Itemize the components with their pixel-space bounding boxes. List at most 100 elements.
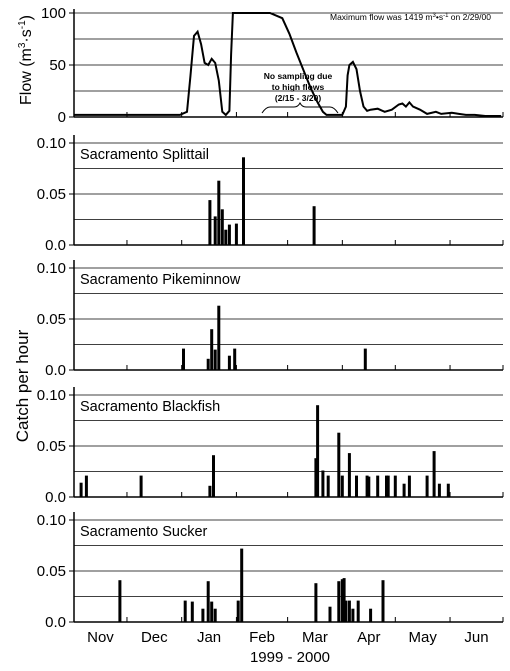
blackfish-bar-7 bbox=[321, 470, 325, 497]
sucker-bar-10 bbox=[328, 606, 332, 622]
blackfish-bar-4 bbox=[212, 455, 215, 497]
sucker-panel: Sacramento Sucker 0.0 0.05 0.10 bbox=[37, 512, 504, 631]
pikeminnow-bar-2 bbox=[210, 329, 214, 370]
blackfish-title-bg bbox=[77, 397, 263, 415]
sucker-bar-12 bbox=[340, 579, 344, 622]
splittail-bar-4 bbox=[224, 229, 228, 245]
month-label-jan: Jan bbox=[197, 629, 221, 646]
month-label-jun: Jun bbox=[464, 629, 488, 646]
max-flow-prefix: Maximum flow was 1419 m bbox=[330, 12, 433, 22]
pikeminnow-y-tick-label-1: 0.05 bbox=[37, 311, 66, 328]
splittail-y-tick-label-2: 0.10 bbox=[37, 135, 66, 152]
blackfish-y-tick-label-1: 0.05 bbox=[37, 438, 66, 455]
blackfish-bar-9 bbox=[337, 432, 341, 497]
splittail-bar-6 bbox=[234, 223, 238, 245]
flow-y-tick-label-1: 50 bbox=[49, 57, 66, 74]
sucker-bar-9 bbox=[314, 583, 318, 622]
pikeminnow-y-tick-label-0: 0.0 bbox=[45, 362, 66, 379]
max-flow-mid: •s bbox=[436, 12, 443, 22]
pikeminnow-bar-7 bbox=[363, 348, 367, 370]
sucker-bar-19 bbox=[381, 580, 385, 622]
pikeminnow-bar-4 bbox=[217, 305, 221, 370]
sucker-bar-2 bbox=[190, 601, 194, 622]
blackfish-bar-18 bbox=[393, 475, 397, 497]
splittail-bar-1 bbox=[213, 216, 217, 245]
flow-ylabel-end: ) bbox=[18, 15, 35, 20]
blackfish-bar-20 bbox=[407, 475, 411, 497]
blackfish-y-tick-label-0: 0.0 bbox=[45, 489, 66, 506]
flow-ylabel-main: Flow (m bbox=[18, 48, 35, 105]
blackfish-bar-12 bbox=[355, 475, 358, 497]
sucker-bar-11 bbox=[337, 581, 341, 622]
blackfish-bar-3 bbox=[208, 485, 212, 497]
month-label-apr: Apr bbox=[357, 629, 380, 646]
splittail-bar-3 bbox=[220, 209, 224, 245]
blackfish-bar-21 bbox=[425, 475, 429, 497]
sucker-bar-13 bbox=[342, 578, 346, 622]
sucker-bar-6 bbox=[213, 608, 217, 622]
sucker-bar-14 bbox=[344, 600, 348, 622]
blackfish-bar-19 bbox=[402, 483, 406, 497]
sucker-bar-8 bbox=[240, 548, 244, 622]
splittail-title-bg bbox=[77, 145, 263, 163]
max-flow-annotation: Maximum flow was 1419 m3•s-1 on 2/29/00 bbox=[330, 12, 491, 22]
x-axis-label: 1999 - 2000 bbox=[250, 649, 330, 666]
flow-y-tick-label-2: 100 bbox=[41, 5, 66, 22]
splittail-bar-5 bbox=[227, 224, 231, 245]
month-label-dec: Dec bbox=[141, 629, 168, 646]
no-sampling-line-2: to high flows bbox=[272, 82, 325, 92]
blackfish-bar-14 bbox=[367, 476, 371, 497]
splittail-bar-7 bbox=[242, 157, 245, 245]
no-sampling-bracket bbox=[261, 101, 339, 114]
sucker-bar-0 bbox=[118, 580, 122, 622]
no-sampling-annotation: No sampling due to high flows (2/15 - 3/… bbox=[261, 71, 339, 114]
blackfish-bar-22 bbox=[432, 451, 436, 497]
sucker-y-tick-label-2: 0.10 bbox=[37, 512, 66, 529]
splittail-bar-8 bbox=[312, 206, 316, 245]
no-sampling-line-3: (2/15 - 3/20) bbox=[275, 93, 321, 103]
blackfish-bar-10 bbox=[340, 475, 344, 497]
sucker-bar-4 bbox=[206, 581, 210, 622]
blackfish-bar-2 bbox=[139, 475, 143, 497]
flow-series-line bbox=[74, 12, 502, 117]
blackfish-bar-1 bbox=[84, 475, 88, 497]
pikeminnow-y-tick-label-2: 0.10 bbox=[37, 260, 66, 277]
splittail-title: Sacramento Splittail bbox=[80, 147, 209, 163]
blackfish-bar-6 bbox=[316, 405, 320, 497]
sucker-bar-18 bbox=[369, 608, 373, 622]
pikeminnow-bar-0 bbox=[182, 348, 185, 370]
flow-ylabel-sup2: -1 bbox=[17, 20, 28, 29]
splittail-bar-0 bbox=[208, 200, 212, 245]
max-flow-suffix: on 2/29/00 bbox=[448, 12, 491, 22]
month-label-may: May bbox=[409, 629, 438, 646]
sucker-title-bg bbox=[77, 522, 263, 540]
month-axis: Nov Dec Jan Feb Mar Apr May Jun bbox=[87, 629, 488, 646]
flow-ylabel-sup1: 3 bbox=[17, 42, 28, 48]
splittail-y-tick-label-0: 0.0 bbox=[45, 237, 66, 254]
blackfish-bar-15 bbox=[376, 475, 380, 497]
max-flow-sup2: -1 bbox=[443, 13, 449, 19]
blackfish-title: Sacramento Blackfish bbox=[80, 399, 220, 415]
pikeminnow-bar-1 bbox=[206, 358, 210, 370]
pikeminnow-title: Sacramento Pikeminnow bbox=[80, 272, 241, 288]
sucker-bar-3 bbox=[201, 608, 205, 622]
sucker-bar-7 bbox=[236, 600, 240, 622]
pikeminnow-bar-5 bbox=[227, 355, 231, 370]
sucker-y-tick-label-0: 0.0 bbox=[45, 614, 66, 631]
splittail-y-tick-label-1: 0.05 bbox=[37, 186, 66, 203]
sucker-title: Sacramento Sucker bbox=[80, 524, 208, 540]
blackfish-y-tick-label-2: 0.10 bbox=[37, 387, 66, 404]
splittail-bar-2 bbox=[217, 180, 221, 245]
blackfish-bar-5 bbox=[314, 458, 318, 497]
flow-ylabel-mid: ·s bbox=[18, 29, 35, 42]
sucker-bar-5 bbox=[210, 601, 214, 622]
blackfish-bar-8 bbox=[326, 475, 330, 497]
blackfish-bar-24 bbox=[446, 483, 450, 497]
sucker-bar-1 bbox=[183, 600, 187, 622]
no-sampling-line-1: No sampling due bbox=[264, 71, 333, 81]
pikeminnow-bar-3 bbox=[213, 349, 217, 370]
pikeminnow-title-bg bbox=[77, 270, 263, 288]
splittail-panel: Sacramento Splittail 0.0 0.05 0.10 bbox=[37, 135, 504, 254]
